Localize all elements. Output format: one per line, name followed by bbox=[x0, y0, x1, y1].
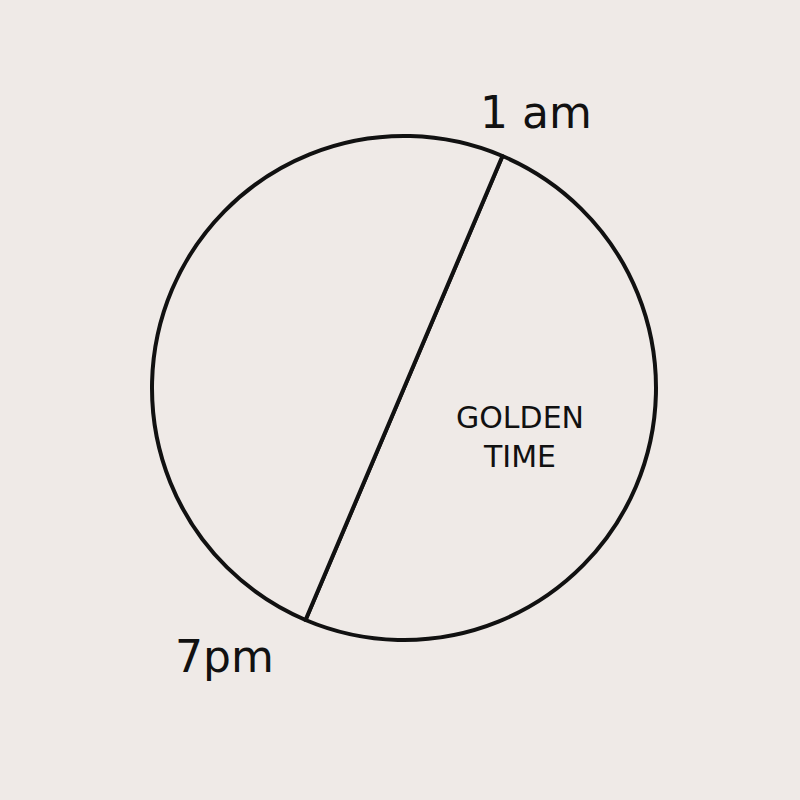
svg-text:GOLDENTIME: GOLDENTIME bbox=[456, 400, 584, 474]
svg-text:1 am: 1 am bbox=[480, 87, 592, 138]
svg-text:7pm: 7pm bbox=[175, 631, 274, 682]
